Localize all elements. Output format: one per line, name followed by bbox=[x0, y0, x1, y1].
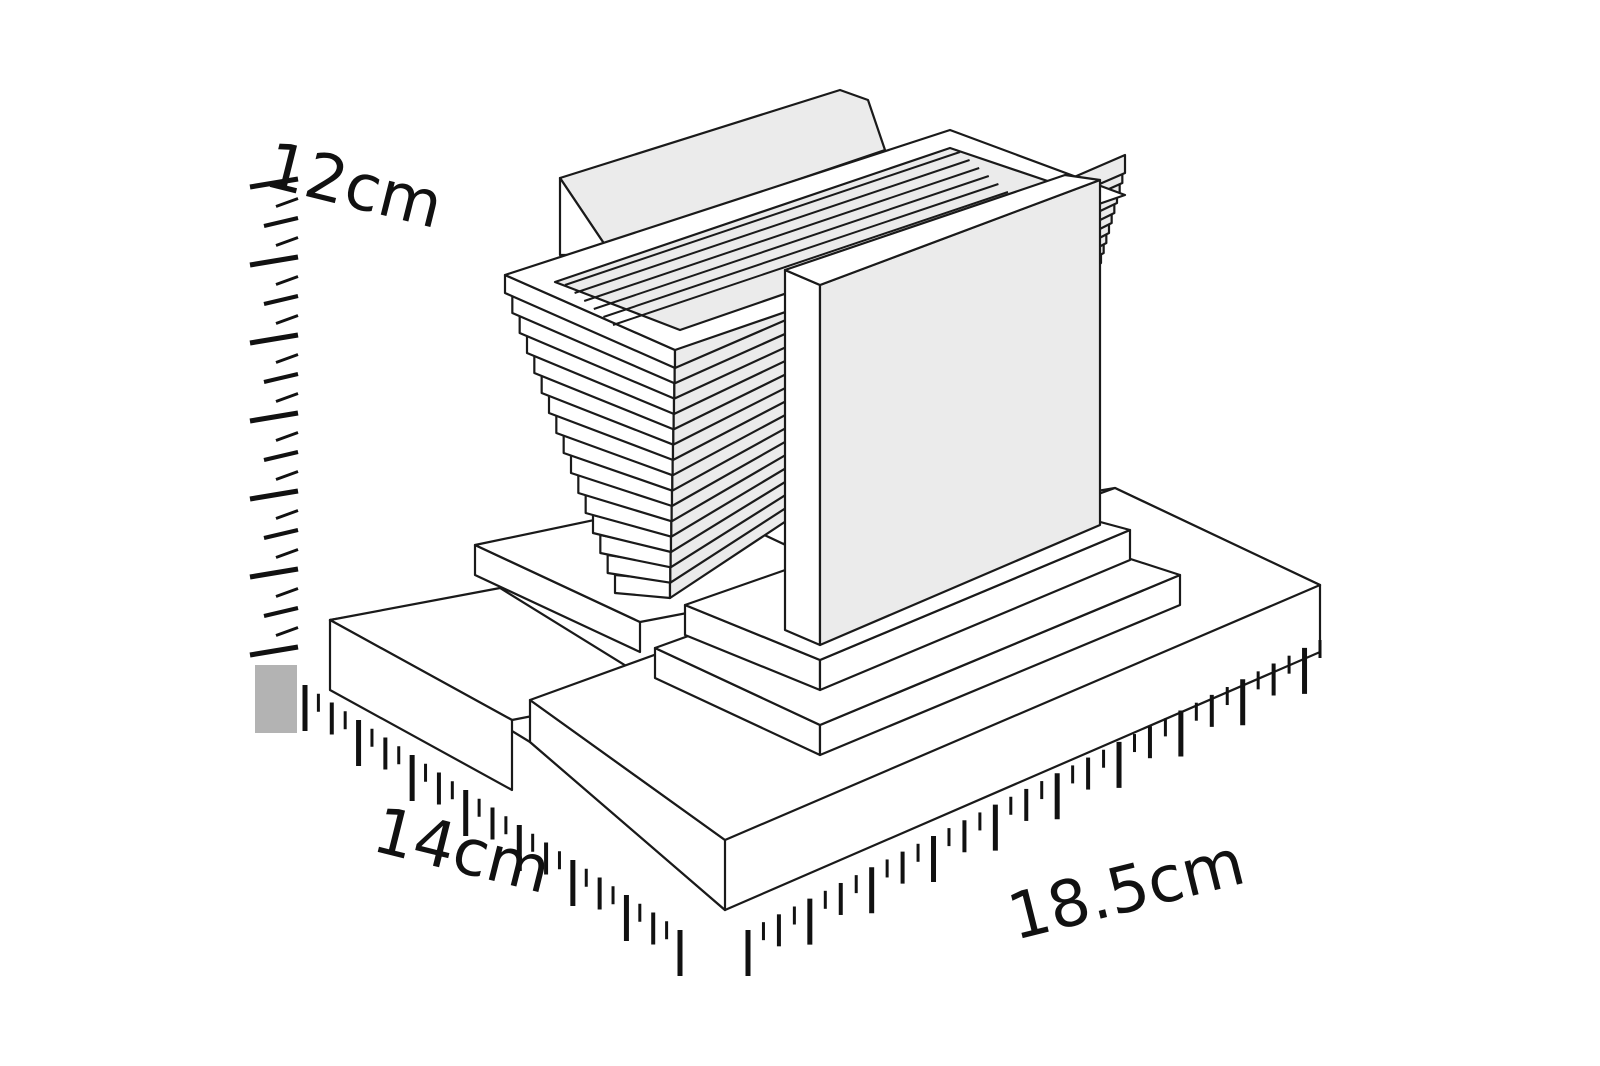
ruler-tick bbox=[249, 488, 299, 502]
tray-slat bbox=[593, 175, 990, 310]
front-panel-edge bbox=[783, 268, 822, 647]
ruler-tick bbox=[275, 314, 299, 325]
ruler-tick bbox=[275, 626, 299, 637]
front-upright-panel bbox=[783, 173, 1102, 647]
ruler-tick bbox=[275, 587, 299, 598]
ruler-tick bbox=[275, 275, 299, 286]
ruler-tick bbox=[275, 353, 299, 364]
ruler-tick bbox=[275, 197, 299, 208]
width-label: 18.5cm bbox=[1001, 826, 1252, 956]
ruler-tick bbox=[275, 392, 299, 403]
width-ruler bbox=[745, 640, 1322, 976]
ruler-tick bbox=[275, 470, 299, 481]
ruler-tick bbox=[249, 176, 299, 190]
height-label: 12cm bbox=[258, 129, 450, 244]
ruler-tick bbox=[263, 372, 299, 384]
tray-slat bbox=[603, 183, 999, 318]
depth-ruler bbox=[302, 685, 683, 976]
ruler-tick bbox=[263, 528, 299, 540]
ruler-tick bbox=[263, 606, 299, 618]
ruler-tick bbox=[275, 509, 299, 520]
height-ruler bbox=[249, 176, 299, 658]
tray-slat bbox=[612, 191, 1009, 326]
tray-slat bbox=[574, 159, 970, 294]
depth-label: 14cm bbox=[366, 794, 558, 909]
left-slab-front bbox=[328, 618, 514, 792]
ruler-tick bbox=[263, 450, 299, 462]
tray-slat bbox=[564, 151, 961, 286]
ruler-tick bbox=[263, 294, 299, 306]
ruler-tick bbox=[263, 216, 299, 228]
ruler-tick bbox=[275, 236, 299, 247]
ruler-tick bbox=[249, 254, 299, 268]
ruler-tick bbox=[275, 431, 299, 442]
front-panel-top bbox=[783, 173, 1102, 287]
back-panel bbox=[558, 88, 887, 257]
ruler-origin-marker bbox=[255, 665, 297, 733]
ruler-tick bbox=[249, 332, 299, 346]
ruler-tick bbox=[249, 410, 299, 424]
ruler-tick bbox=[275, 548, 299, 559]
tray-slat bbox=[583, 167, 980, 302]
ruler-tick bbox=[249, 566, 299, 580]
ruler-tick bbox=[249, 644, 299, 658]
